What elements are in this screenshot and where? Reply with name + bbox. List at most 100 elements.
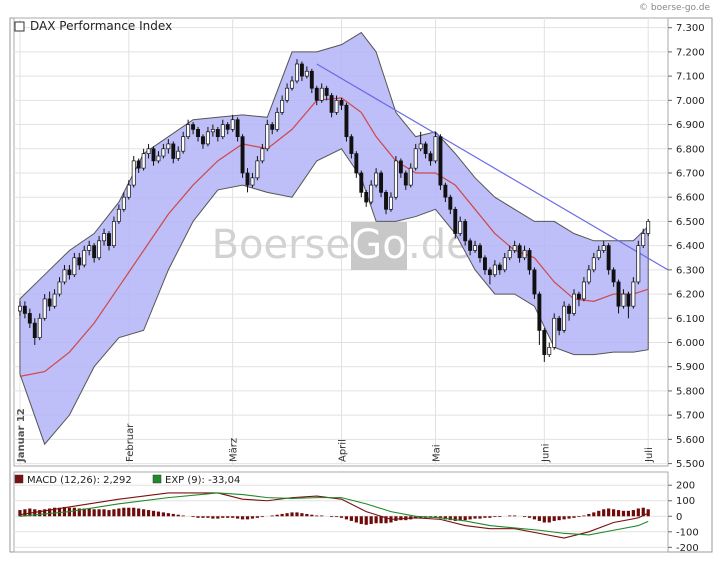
candle-body bbox=[616, 281, 621, 307]
candle-body bbox=[492, 264, 497, 276]
candle-body bbox=[126, 184, 131, 198]
candle-body bbox=[567, 305, 572, 314]
macd-bar bbox=[305, 513, 309, 517]
candle-body bbox=[626, 293, 631, 307]
macd-bar bbox=[43, 509, 47, 517]
macd-bar bbox=[18, 510, 22, 517]
y-tick-label: 6.000 bbox=[676, 338, 705, 349]
candle-body bbox=[581, 281, 586, 300]
candle-body bbox=[572, 293, 576, 314]
candle-body bbox=[186, 124, 191, 138]
y-tick-label: 6.700 bbox=[676, 168, 705, 179]
x-tick-label: Mai bbox=[431, 444, 442, 462]
macd-bar bbox=[330, 516, 334, 518]
candle-body bbox=[631, 281, 636, 307]
candle-body bbox=[245, 172, 250, 186]
macd-bar bbox=[275, 514, 279, 517]
candle-body bbox=[67, 269, 72, 276]
macd-bar bbox=[127, 507, 131, 517]
candle-body bbox=[161, 148, 166, 157]
macd-bar bbox=[97, 509, 101, 517]
candle-body bbox=[596, 250, 601, 259]
macd-bar bbox=[513, 515, 517, 517]
macd-bar bbox=[236, 516, 240, 519]
candle-body bbox=[319, 87, 324, 101]
candle-body bbox=[309, 70, 314, 89]
x-tick-label: Februar bbox=[125, 423, 136, 462]
macd-bar bbox=[577, 516, 581, 518]
y-tick-label: 100 bbox=[676, 496, 695, 507]
candle-body bbox=[111, 221, 116, 246]
y-tick-label: 6.500 bbox=[676, 217, 705, 228]
macd-bar bbox=[339, 516, 344, 518]
candle-body bbox=[641, 233, 646, 246]
macd-bar bbox=[211, 516, 215, 519]
candle-body bbox=[57, 281, 62, 295]
macd-bar bbox=[552, 516, 556, 521]
candle-body bbox=[82, 250, 87, 266]
candle-body bbox=[22, 305, 27, 314]
macd-bar bbox=[300, 513, 304, 517]
y-tick-label: 5.700 bbox=[676, 411, 705, 422]
candle-body bbox=[285, 87, 290, 101]
legend-label: EXP (9): -33,04 bbox=[165, 475, 240, 486]
candle-body bbox=[473, 245, 478, 251]
macd-bar bbox=[522, 516, 527, 518]
macd-bar bbox=[607, 508, 611, 517]
macd-bar bbox=[221, 516, 225, 518]
candle-body bbox=[468, 240, 473, 251]
candle-body bbox=[483, 257, 487, 271]
macd-bar bbox=[542, 516, 546, 523]
macd-bar bbox=[334, 516, 339, 518]
candle-body bbox=[47, 298, 52, 307]
candle-body bbox=[532, 269, 537, 295]
watermark: Boerse bbox=[212, 222, 350, 268]
macd-bar bbox=[250, 516, 255, 519]
y-tick-label: 6.600 bbox=[676, 193, 705, 204]
macd-bar bbox=[384, 516, 388, 524]
macd-bar bbox=[473, 516, 477, 519]
macd-bar bbox=[132, 507, 136, 517]
candle-body bbox=[621, 293, 626, 307]
candle-body bbox=[453, 208, 458, 234]
macd-bar bbox=[587, 513, 591, 517]
candle-body bbox=[339, 99, 344, 106]
candle-body bbox=[230, 119, 235, 130]
macd-bar bbox=[547, 516, 551, 523]
candle-body bbox=[52, 293, 57, 307]
candle-body bbox=[196, 129, 200, 138]
candle-body bbox=[201, 136, 205, 145]
candle-body bbox=[606, 245, 611, 271]
candle-body bbox=[290, 80, 294, 89]
macd-bar bbox=[626, 510, 631, 517]
candle-body bbox=[433, 136, 438, 162]
candle-body bbox=[611, 269, 616, 283]
macd-bar bbox=[567, 516, 571, 519]
macd-bar bbox=[433, 516, 438, 518]
macd-bar bbox=[240, 516, 245, 520]
candle-body bbox=[393, 160, 398, 198]
candle-body bbox=[478, 245, 482, 259]
candle-body bbox=[255, 160, 260, 179]
candle-body bbox=[151, 148, 156, 162]
candle-body bbox=[121, 196, 126, 210]
candle-body bbox=[522, 250, 527, 259]
candle-body bbox=[438, 136, 443, 186]
y-tick-label: 6.400 bbox=[676, 241, 705, 252]
macd-bar bbox=[38, 510, 42, 517]
copyright: © boerse-go.de bbox=[639, 3, 710, 13]
candle-body bbox=[107, 233, 111, 246]
macd-bar bbox=[582, 515, 586, 517]
macd-bar bbox=[443, 516, 447, 520]
candle-body bbox=[304, 70, 309, 77]
macd-bar bbox=[166, 513, 170, 517]
candle-body bbox=[205, 131, 210, 145]
macd-bar bbox=[161, 512, 166, 517]
candle-body bbox=[334, 99, 339, 113]
bollinger-band bbox=[19, 31, 649, 446]
y-tick-label: 5.500 bbox=[676, 459, 705, 470]
candle-body bbox=[62, 269, 67, 283]
macd-bar bbox=[646, 509, 650, 517]
macd-bar bbox=[592, 512, 596, 517]
